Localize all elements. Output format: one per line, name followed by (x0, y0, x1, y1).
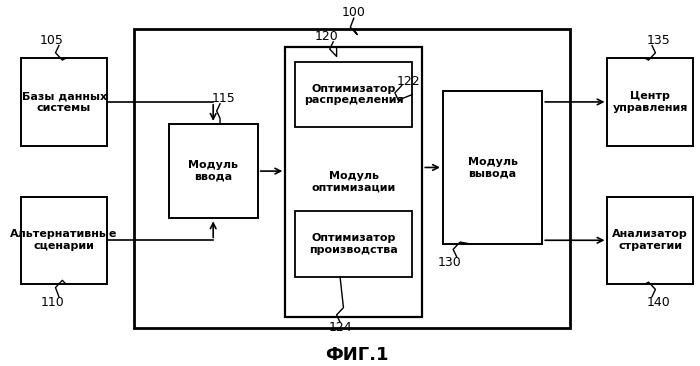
Text: 110: 110 (40, 296, 64, 309)
Bar (21, 197, 107, 284)
Text: Оптимизатор
производства: Оптимизатор производства (309, 233, 398, 255)
Bar (295, 62, 412, 127)
Text: 122: 122 (397, 75, 421, 89)
Text: Оптимизатор
распределения: Оптимизатор распределения (304, 84, 404, 105)
Text: 135: 135 (647, 34, 671, 46)
Bar (285, 47, 422, 317)
Text: 124: 124 (328, 321, 352, 334)
Text: Модуль
вывода: Модуль вывода (468, 157, 517, 178)
Text: 100: 100 (342, 6, 365, 19)
Bar (608, 197, 693, 284)
Text: 120: 120 (314, 30, 338, 43)
Text: 115: 115 (211, 92, 235, 105)
Bar (295, 211, 412, 277)
Text: Базы данных
системы: Базы данных системы (22, 91, 106, 113)
Text: 140: 140 (647, 296, 671, 309)
Bar (134, 29, 570, 328)
Text: Модуль
ввода: Модуль ввода (188, 160, 238, 182)
Bar (608, 58, 693, 146)
Text: Анализатор
стратегии: Анализатор стратегии (612, 229, 688, 251)
Bar (21, 58, 107, 146)
Text: Модуль
оптимизации: Модуль оптимизации (312, 171, 396, 193)
Text: 130: 130 (438, 255, 461, 269)
Bar (443, 91, 542, 244)
Text: ФИГ.1: ФИГ.1 (326, 346, 389, 364)
Text: Центр
управления: Центр управления (612, 91, 688, 113)
Bar (169, 124, 258, 219)
Text: Альтернативные
сценарии: Альтернативные сценарии (10, 229, 118, 251)
Text: 105: 105 (40, 34, 64, 46)
